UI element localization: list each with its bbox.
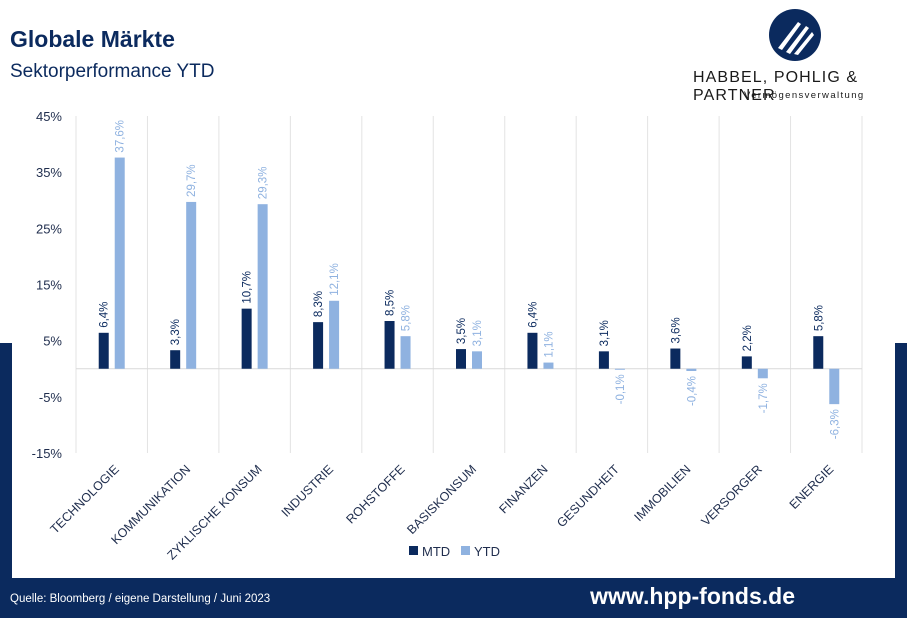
chart-legend: MTD YTD [409,544,500,559]
bar-ytd [257,204,268,369]
data-label-ytd: 29,3% [258,167,270,200]
x-tick-label: ROHSTOFFE [343,462,407,526]
x-tick-label: FINANZEN [496,462,550,516]
data-label-ytd: 12,1% [329,263,341,296]
data-label-ytd: -0,1% [615,374,627,404]
y-tick-label: 15% [36,278,62,293]
data-label-mtd: 3,1% [599,320,611,346]
bar-ytd [614,368,625,370]
bar-ytd [686,368,697,371]
x-tick-label: BASISKONSUM [404,462,479,537]
sector-performance-chart: 45% 35% 25% 15% 5% -5% -15% 6,4% 37,6% 3,3% 29,7%… [32,109,863,562]
y-tick-label: 25% [36,221,62,236]
x-tick-label: VERSORGER [699,462,765,528]
y-tick-label: 5% [43,334,62,349]
data-labels: 6,4% 37,6% 3,3% 29,7% 10,7% 29,3% 8,3% 12,1% 8,5… [99,120,842,439]
y-tick-label: 45% [36,109,62,124]
bar-ytd [829,368,840,405]
legend-label-ytd: YTD [474,544,500,559]
bar-mtd [313,322,324,369]
source-note: Quelle: Bloomberg / eigene Darstellung /… [10,593,271,605]
legend-label-mtd: MTD [422,544,450,559]
data-label-mtd: 6,4% [99,302,111,328]
data-label-ytd: 5,8% [401,305,413,331]
bar-ytd [114,157,125,369]
bar-ytd [757,368,768,379]
bar-group [98,157,840,405]
x-tick-label: TECHNOLOGIE [48,462,122,536]
bar-mtd [598,351,609,369]
legend-swatch-ytd [461,546,470,555]
brand-logo-icon [769,9,821,61]
bar-mtd [384,321,395,369]
data-label-mtd: 8,3% [313,291,325,317]
x-tick-label: INDUSTRIE [279,462,337,520]
data-label-mtd: 3,5% [456,318,468,344]
footer-bar: Quelle: Bloomberg / eigene Darstellung /… [0,578,907,618]
data-label-mtd: 10,7% [242,271,254,304]
data-label-mtd: 8,5% [385,290,397,316]
brand-name: HABBEL, POHLIG & PARTNER [693,69,859,104]
bar-ytd [472,351,482,369]
legend-swatch-mtd [409,546,418,555]
data-label-ytd: 3,1% [472,320,484,346]
bar-ytd [329,300,340,369]
data-label-ytd: -1,7% [758,383,770,413]
data-label-mtd: 3,6% [670,317,682,343]
page-subtitle: Sektorperformance YTD [10,61,215,82]
bar-mtd [670,348,681,369]
data-label-ytd: -6,3% [829,409,841,439]
y-tick-label: -15% [32,446,63,461]
y-axis: 45% 35% 25% 15% 5% -5% -15% [32,109,63,461]
bar-mtd [170,350,181,369]
data-label-mtd: 2,2% [742,325,754,351]
bar-ytd [543,362,554,369]
right-accent-band [895,343,907,618]
data-label-ytd: -0,4% [686,376,698,406]
data-label-ytd: 37,6% [115,120,127,153]
bar-mtd [456,349,466,369]
page-title: Globale Märkte [10,26,175,52]
brand-tagline: Vermögensverwaltung [744,90,865,101]
x-tick-label: KOMMUNIKATION [108,462,193,547]
y-tick-label: -5% [39,390,63,405]
x-tick-label: ENERGIE [787,462,837,512]
website-link[interactable]: www.hpp-fonds.de [590,583,795,609]
x-tick-label: IMMOBILIEN [632,462,694,524]
bar-ytd [400,336,411,369]
x-tick-label: GESUNDHEIT [554,462,622,530]
data-label-mtd: 5,8% [813,305,825,331]
data-label-mtd: 6,4% [527,302,539,328]
bar-mtd [241,308,252,369]
category-separators [75,116,863,453]
left-accent-band [0,343,12,618]
bar-mtd [813,336,824,369]
bar-mtd [741,356,752,369]
data-label-ytd: 1,1% [543,331,555,357]
y-tick-label: 35% [36,165,62,180]
bar-mtd [527,332,538,369]
bar-mtd [98,332,109,369]
bar-ytd [186,201,197,369]
data-label-ytd: 29,7% [186,164,198,197]
data-label-mtd: 3,3% [170,319,182,345]
